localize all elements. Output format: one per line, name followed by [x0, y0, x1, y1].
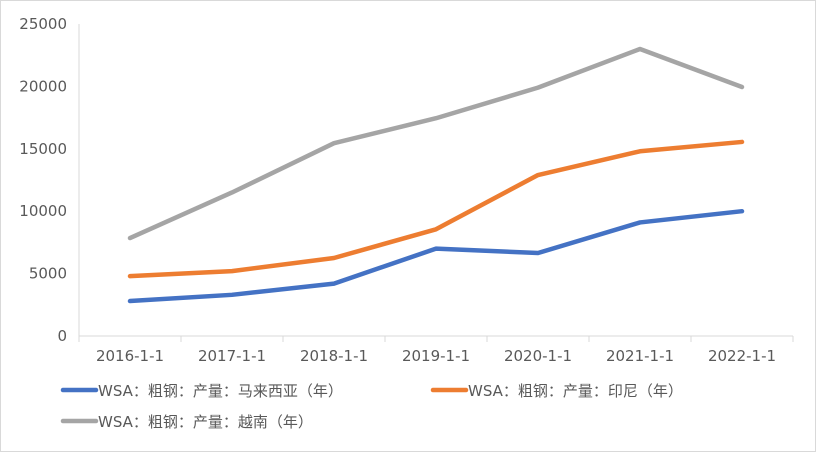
y-tick-label: 15000 [19, 140, 67, 158]
y-tick-label: 20000 [19, 77, 67, 95]
x-tick-label: 2021-1-1 [606, 347, 674, 365]
y-tick-label: 25000 [19, 15, 67, 33]
y-tick-label: 5000 [29, 265, 67, 283]
x-tick-label: 2016-1-1 [96, 347, 164, 365]
y-tick-label: 10000 [19, 202, 67, 220]
series-line-1 [127, 139, 745, 279]
x-tick-label: 2017-1-1 [198, 347, 266, 365]
x-tick-label: 2020-1-1 [504, 347, 572, 365]
legend-label-0: WSA：粗钢：产量：马来西亚（年） [98, 382, 343, 400]
x-tick-label: 2022-1-1 [708, 347, 776, 365]
legend-label-1: WSA：粗钢：产量：印尼（年） [468, 382, 683, 400]
y-tick-label: 0 [57, 327, 67, 345]
series-line-0 [127, 208, 745, 304]
x-tick-label: 2019-1-1 [402, 347, 470, 365]
series-line-2 [127, 46, 745, 241]
legend-label-2: WSA：粗钢：产量：越南（年） [98, 413, 313, 431]
x-tick-label: 2018-1-1 [300, 347, 368, 365]
